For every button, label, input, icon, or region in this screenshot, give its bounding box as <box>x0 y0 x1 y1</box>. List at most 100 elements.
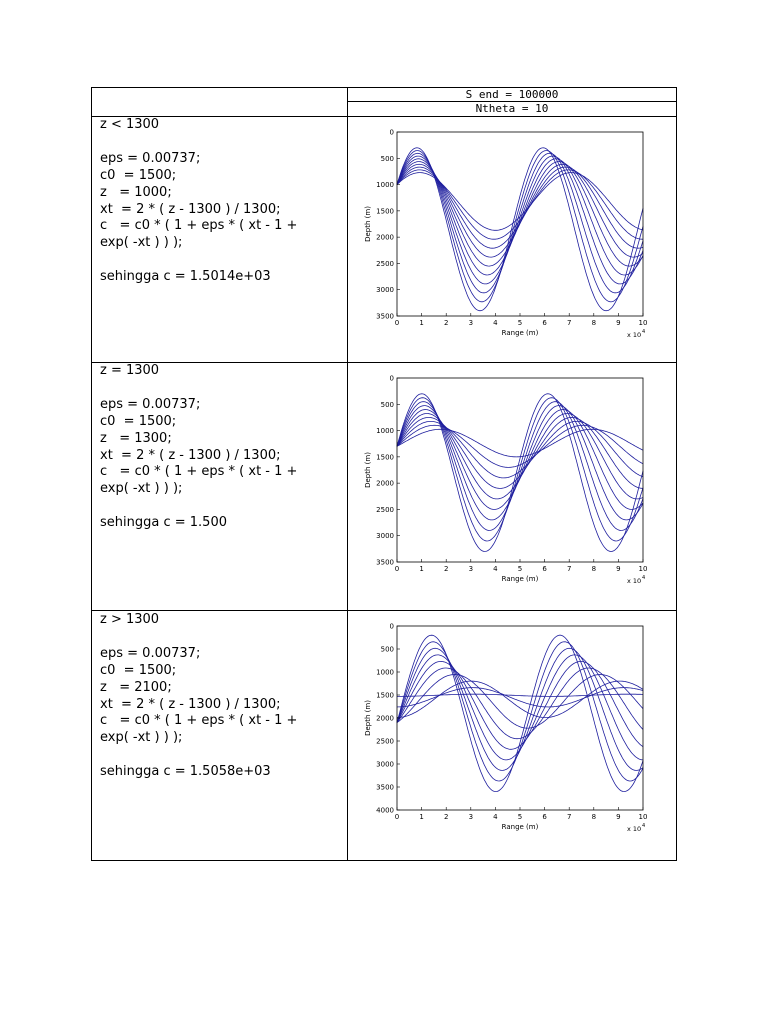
code-line: z > 1300 <box>100 612 160 627</box>
x-axis-exponent: x 10 <box>627 331 641 339</box>
code-line: sehingga c = 1.500 <box>100 515 227 531</box>
y-tick-label: 0 <box>390 623 394 631</box>
x-axis-label: Range (m) <box>502 823 539 831</box>
code-line <box>100 380 340 397</box>
ray-path-6 <box>396 660 644 750</box>
x-tick-label: 5 <box>518 565 522 573</box>
ray-path-8 <box>396 152 644 294</box>
x-tick-label: 5 <box>518 813 522 821</box>
x-tick-label: 6 <box>542 319 547 327</box>
ray-path-7 <box>396 155 644 285</box>
y-tick-label: 1000 <box>376 181 394 189</box>
x-tick-label: 5 <box>518 319 522 327</box>
x-tick-label: 4 <box>493 319 498 327</box>
ray-path-1 <box>396 428 644 458</box>
x-tick-label: 9 <box>616 319 620 327</box>
x-tick-label: 1 <box>419 319 423 327</box>
x-tick-label: 9 <box>616 565 620 573</box>
code-line: exp( -xt ) ) ); <box>100 730 183 746</box>
y-tick-label: 1500 <box>376 692 394 700</box>
x-tick-label: 7 <box>567 565 571 573</box>
ray-series-group <box>396 393 644 552</box>
ray-series-group <box>396 147 644 312</box>
code-line: z = 1300; <box>100 430 172 446</box>
x-tick-label: 10 <box>639 565 648 573</box>
code-line: eps = 0.00737; <box>100 645 201 661</box>
y-tick-label: 500 <box>381 401 394 409</box>
ray-path-3 <box>396 421 644 479</box>
ray-path-10 <box>396 634 644 793</box>
code-line <box>100 498 340 515</box>
y-tick-label: 1000 <box>376 669 394 677</box>
y-tick-label: 2500 <box>376 506 394 514</box>
code-line: c0 = 1500; <box>100 413 177 429</box>
code-cell-z-equal: z = 1300 eps = 0.00737; c0 = 1500; z = 1300… <box>100 363 340 532</box>
document-table <box>91 87 677 861</box>
ray-path-3 <box>397 680 644 718</box>
ray-path-5 <box>396 667 644 740</box>
ray-series-group <box>396 634 644 793</box>
y-tick-label: 1500 <box>376 453 394 461</box>
header-s-end: S end = 100000 <box>465 88 559 101</box>
y-tick-label: 3000 <box>376 532 394 540</box>
ray-path-1 <box>397 693 643 697</box>
x-tick-label: 10 <box>639 813 648 821</box>
y-tick-label: 4000 <box>376 807 394 815</box>
header-bottom-border <box>91 116 677 117</box>
x-axis-exponent-power: 4 <box>642 329 645 335</box>
ray-path-3 <box>396 166 644 249</box>
x-tick-label: 3 <box>469 813 473 821</box>
code-cell-z-less: z < 1300 eps = 0.00737; c0 = 1500; z = 1000… <box>100 117 340 286</box>
code-line: c = c0 * ( 1 + eps * ( xt - 1 + <box>100 464 298 480</box>
code-line: xt = 2 * ( z - 1300 ) / 1300; <box>100 447 281 463</box>
code-line: xt = 2 * ( z - 1300 ) / 1300; <box>100 201 281 217</box>
y-tick-label: 3500 <box>376 784 394 792</box>
y-axis-label: Depth (m) <box>364 206 372 242</box>
y-tick-label: 2000 <box>376 480 394 488</box>
code-cell-z-greater: z > 1300 eps = 0.00737; c0 = 1500; z = 2100… <box>100 612 340 781</box>
y-tick-label: 2000 <box>376 715 394 723</box>
x-tick-label: 4 <box>493 813 498 821</box>
x-tick-label: 3 <box>469 565 473 573</box>
x-tick-label: 0 <box>395 319 399 327</box>
y-tick-label: 2500 <box>376 738 394 746</box>
x-tick-label: 8 <box>592 565 596 573</box>
x-tick-label: 8 <box>592 813 596 821</box>
y-tick-label: 1500 <box>376 207 394 215</box>
ray-path-2 <box>396 424 644 468</box>
ray-path-9 <box>396 397 644 542</box>
header-ntheta: Ntheta = 10 <box>475 102 549 115</box>
x-axis-exponent: x 10 <box>627 825 641 833</box>
y-axis-label: Depth (m) <box>364 452 372 488</box>
code-line: z = 1000; <box>100 184 172 200</box>
x-axis-exponent-power: 4 <box>642 575 645 581</box>
x-tick-label: 10 <box>639 319 648 327</box>
ray-path-7 <box>396 405 644 521</box>
code-line <box>100 629 340 646</box>
ray-path-7 <box>396 654 644 761</box>
ray-trace-plot-3: 0 1 2 3 4 5 6 7 8 9 10 0 500 1000 1500 2000 2500 3000 3500… <box>364 623 648 834</box>
code-line <box>100 747 340 764</box>
code-line: z = 1300 <box>100 363 160 378</box>
header-divider <box>347 101 677 102</box>
code-line: c = c0 * ( 1 + eps * ( xt - 1 + <box>100 713 298 729</box>
x-axis-exponent: x 10 <box>627 577 641 585</box>
x-tick-label: 3 <box>469 319 473 327</box>
x-tick-label: 1 <box>419 813 423 821</box>
ray-path-10 <box>396 393 644 552</box>
y-tick-label: 3000 <box>376 761 394 769</box>
x-tick-label: 4 <box>493 565 498 573</box>
code-line: c0 = 1500; <box>100 662 177 678</box>
x-tick-label: 2 <box>444 565 448 573</box>
row-divider-1 <box>91 362 677 363</box>
y-tick-label: 0 <box>390 129 394 137</box>
code-line: sehingga c = 1.5014e+03 <box>100 269 271 285</box>
ray-trace-plot-1: 0 1 2 3 4 5 6 7 8 9 10 0 500 1000 1500 2000 2500 3000 3500… <box>364 129 648 340</box>
ray-path-8 <box>396 647 644 771</box>
x-axis-label: Range (m) <box>502 329 539 337</box>
ray-path-5 <box>396 413 644 500</box>
x-tick-label: 6 <box>542 565 547 573</box>
x-tick-label: 2 <box>444 319 448 327</box>
y-tick-label: 1000 <box>376 427 394 435</box>
column-divider <box>347 87 348 861</box>
